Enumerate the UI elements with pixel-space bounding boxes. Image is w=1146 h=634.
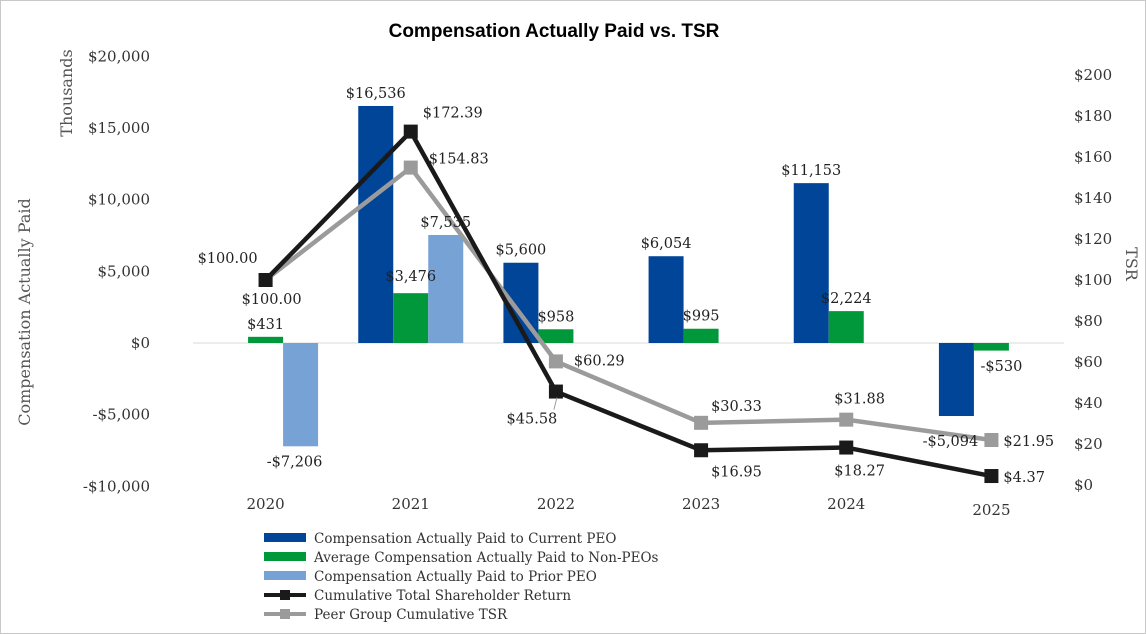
- peer-tsr-marker: [403, 160, 418, 175]
- legend-swatch-marker: [280, 590, 290, 600]
- peer-tsr-marker: [548, 354, 563, 369]
- bar-non-peo-average: [683, 328, 719, 343]
- x-axis-category-label: 2025: [972, 501, 1010, 519]
- legend-entry-label: Peer Group Cumulative TSR: [314, 607, 508, 623]
- tsr-marker: [839, 440, 854, 455]
- left-axis-tick-label: -$10,000: [83, 477, 150, 495]
- right-axis-tick-label: $100: [1074, 271, 1112, 289]
- right-axis-tick-label: $20: [1074, 435, 1103, 453]
- left-axis-tick-label: $10,000: [88, 191, 150, 209]
- peer-tsr-data-label: $31.88: [834, 392, 885, 408]
- peer-tsr-data-label: $154.83: [429, 152, 489, 168]
- x-axis-category-label: 2024: [827, 495, 865, 513]
- legend: Compensation Actually Paid to Current PE…: [264, 531, 659, 623]
- legend-swatch-bar: [264, 571, 306, 580]
- tsr-marker: [984, 469, 999, 484]
- right-axis-tick-label: $40: [1074, 394, 1103, 412]
- bar-data-label: $958: [537, 309, 574, 325]
- tsr-data-label: $18.27: [834, 464, 885, 480]
- peer-tsr-marker: [839, 412, 854, 427]
- peer-tsr-line: [264, 165, 992, 443]
- left-axis-tick-label: -$5,000: [92, 406, 150, 424]
- bar-data-label: -$7,206: [267, 454, 323, 470]
- bar-data-label: -$5,094: [923, 434, 979, 450]
- peer-tsr-marker: [694, 415, 709, 430]
- legend-swatch-marker: [280, 609, 290, 619]
- right-axis-tick-label: $60: [1074, 353, 1103, 371]
- bar-data-label: $7,535: [420, 215, 471, 231]
- bar-prior-peo: [283, 343, 319, 447]
- right-axis-tick-label: $180: [1074, 107, 1112, 125]
- tsr-data-label: $172.39: [423, 106, 483, 122]
- bar-current-peo: [358, 105, 394, 343]
- left-axis-tick-label: $0: [131, 334, 150, 352]
- peer-tsr-data-label: $100.00: [242, 292, 302, 308]
- bar-data-label: -$530: [981, 359, 1023, 375]
- bar-prior-peo: [428, 234, 464, 343]
- bar-data-label: $2,224: [821, 291, 872, 307]
- right-axis-tick-label: $0: [1074, 476, 1093, 494]
- tsr-marker: [548, 384, 563, 399]
- legend-swatch-bar: [264, 552, 306, 561]
- left-axis-tick-label: $15,000: [88, 119, 150, 137]
- bar-data-label: $431: [247, 317, 284, 333]
- legend-entry-label: Average Compensation Actually Paid to No…: [313, 550, 659, 566]
- right-axis-tick-label: $140: [1074, 189, 1112, 207]
- right-axis-tick-label: $160: [1074, 148, 1112, 166]
- tsr-data-label: $4.37: [1003, 470, 1045, 486]
- x-axis-category-label: 2022: [537, 495, 575, 513]
- bar-current-peo: [938, 343, 974, 417]
- legend-entry-label: Compensation Actually Paid to Current PE…: [314, 531, 616, 547]
- bar-current-peo: [648, 256, 684, 343]
- right-axis-tick-label: $120: [1074, 230, 1112, 248]
- bar-current-peo: [793, 183, 829, 343]
- bar-non-peo-average: [248, 336, 284, 343]
- left-axis-tick-label: $20,000: [88, 47, 150, 65]
- bar-non-peo-average: [973, 343, 1009, 351]
- right-axis-tick-label: $80: [1074, 312, 1103, 330]
- tsr-data-label: $100.00: [198, 251, 258, 267]
- bar-non-peo-average: [538, 329, 574, 343]
- x-axis-category-label: 2023: [682, 495, 720, 513]
- bar-non-peo-average: [393, 293, 429, 343]
- left-axis-tick-label: $5,000: [98, 262, 151, 280]
- tsr-marker: [694, 443, 709, 458]
- left-axis-unit-label: Thousands: [57, 49, 76, 136]
- bar-data-label: $995: [683, 309, 720, 325]
- left-axis-title: Compensation Actually Paid: [15, 198, 34, 425]
- legend-entry-label: Cumulative Total Shareholder Return: [314, 588, 571, 604]
- tsr-data-label: $45.58: [507, 412, 558, 428]
- label-leader-line: [553, 397, 558, 410]
- bar-data-label: $6,054: [641, 236, 692, 252]
- bar-data-label: $5,600: [496, 243, 547, 259]
- bar-data-label: $16,536: [346, 86, 406, 102]
- tsr-line: [263, 129, 992, 479]
- bar-data-label: $11,153: [781, 163, 841, 179]
- peer-tsr-marker: [984, 433, 999, 448]
- bar-non-peo-average: [828, 311, 864, 343]
- x-axis-category-label: 2020: [246, 495, 284, 513]
- tsr-marker: [258, 273, 273, 287]
- right-axis-tick-label: $200: [1074, 66, 1112, 84]
- tsr-marker: [403, 124, 418, 139]
- peer-tsr-data-label: $60.29: [574, 353, 625, 369]
- x-axis-category-label: 2021: [392, 495, 430, 513]
- legend-entry-label: Compensation Actually Paid to Prior PEO: [314, 569, 597, 585]
- tsr-data-label: $16.95: [711, 464, 762, 480]
- peer-tsr-data-label: $30.33: [711, 399, 762, 415]
- bar-data-label: $3,476: [385, 269, 436, 285]
- chart-title: Compensation Actually Paid vs. TSR: [389, 21, 720, 42]
- right-axis-title: TSR: [1122, 247, 1141, 282]
- peer-tsr-data-label: $21.95: [1003, 434, 1054, 450]
- legend-swatch-bar: [264, 533, 306, 542]
